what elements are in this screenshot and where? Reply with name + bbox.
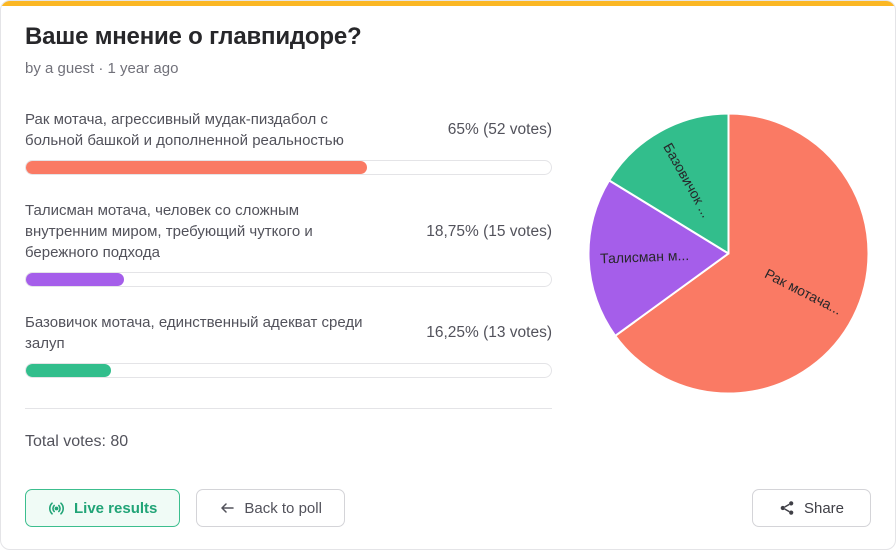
footer-actions: Live results Back to poll Share [25,489,871,527]
poll-option-row: Талисман мотача, человек со сложным внут… [25,200,552,263]
pie-slice[interactable] [614,112,870,395]
accent-topbar [1,1,895,6]
pie-slice[interactable] [608,112,730,255]
option-label: Базовичок мотача, единственный адекват с… [25,314,363,352]
broadcast-icon [49,501,64,515]
total-votes: Total votes: 80 [25,433,129,450]
poll-option-row: Базовичок мотача, единственный адекват с… [25,312,552,354]
live-results-label: Live results [74,499,158,517]
pie-slice-label: Талисман м... [600,247,690,266]
result-bar-track [25,272,552,287]
poll-option: Базовичок мотача, единственный адекват с… [25,312,552,378]
poll-option-row: Рак мотача, агрессивный мудак-пиздабол с… [25,109,552,151]
results-list: Рак мотача, агрессивный мудак-пиздабол с… [25,109,552,378]
result-bar-fill [26,273,125,286]
result-bar-track [25,363,552,378]
option-percent: 65% (52 votes) [447,121,552,138]
arrow-left-icon [221,503,235,513]
pie-chart-container: Рак мотача... Талисман м... Базовичок ... [576,101,881,406]
back-to-poll-button[interactable]: Back to poll [196,489,345,527]
pie-slice[interactable] [587,179,730,337]
pie-chart: Рак мотача...Талисман м...Базовичок ... [587,112,870,395]
page-title: Ваше мнение о главпидоре? [25,23,362,50]
option-percent: 16,25% (13 votes) [426,324,552,341]
poll-option: Талисман мотача, человек со сложным внут… [25,200,552,287]
live-results-button[interactable]: Live results [25,489,181,527]
result-bar-fill [26,364,112,377]
result-bar-track [25,160,552,175]
result-bar-fill [26,161,368,174]
share-label: Share [803,499,844,517]
poll-option: Рак мотача, агрессивный мудак-пиздабол с… [25,109,552,175]
option-percent: 18,75% (15 votes) [426,222,552,240]
option-label: Рак мотача, агрессивный мудак-пиздабол с… [25,111,344,149]
poll-content: Ваше мнение о главпидоре? by a guest · 1… [1,6,895,451]
share-button[interactable]: Share [751,489,871,527]
byline: by a guest · 1 year ago [25,60,179,77]
divider [25,408,552,409]
back-to-poll-label: Back to poll [244,499,322,517]
option-label: Талисман мотача, человек со сложным внут… [25,202,313,261]
share-nodes-icon [780,501,794,515]
